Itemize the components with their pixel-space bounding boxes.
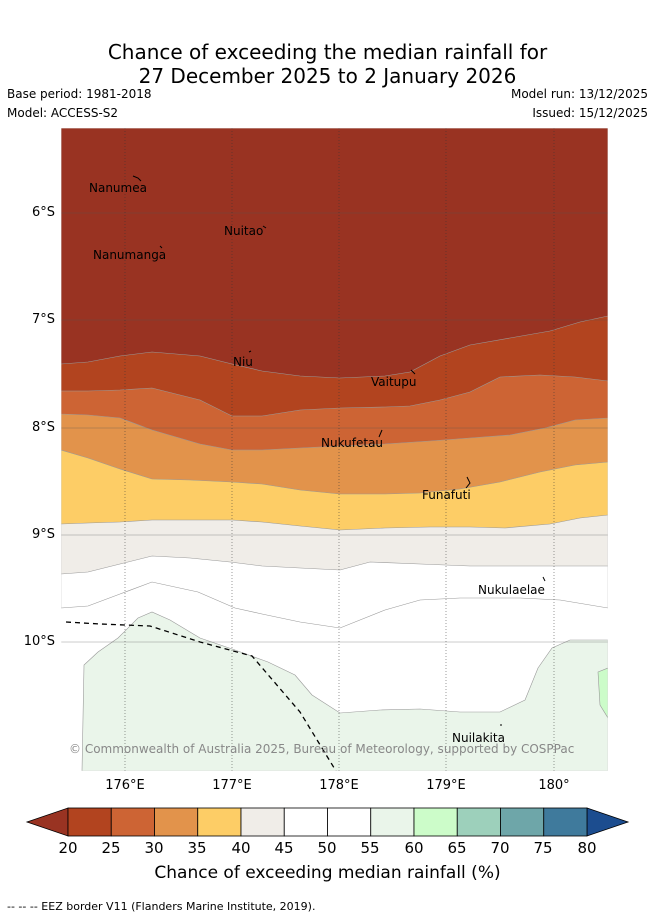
longitude-gridlines [124, 128, 555, 771]
colorbar-segment-30-35 [154, 807, 199, 837]
lat-label-9s: 9°S [31, 527, 55, 542]
lon-label-177e: 177°E [212, 778, 252, 793]
island-nuitao-shape [262, 225, 267, 229]
place-niu: Niu [233, 355, 253, 369]
model-name: Model: ACCESS-S2 [7, 106, 119, 120]
lat-label-8s: 8°S [31, 420, 55, 435]
lat-label-7s: 7°S [31, 312, 55, 327]
island-nukufetau-shape [378, 429, 383, 438]
colorbar [25, 807, 630, 837]
colorbar-tick-20: 20 [58, 839, 78, 857]
island-niu-shape [248, 350, 252, 353]
place-nuilakita: Nuilakita [452, 731, 505, 745]
model-run: Model run: 13/12/2025 [510, 87, 648, 101]
colorbar-title: Chance of exceeding median rainfall (%) [154, 863, 501, 883]
colorbar-tick-25: 25 [101, 839, 121, 857]
place-vaitupu: Vaitupu [371, 375, 417, 389]
title-line-2: 27 December 2025 to 2 January 2026 [138, 64, 517, 88]
island-nanumea-shape [132, 175, 142, 182]
place-nuitao: Nuitao [224, 224, 263, 238]
colorbar-tick-65: 65 [447, 839, 467, 857]
issued-date: Issued: 15/12/2025 [532, 106, 648, 120]
colorbar-segment-70-75 [500, 807, 545, 837]
colorbar-segment-55-60 [370, 807, 415, 837]
map-frame [60, 127, 609, 772]
island-vaitupu-shape [410, 369, 416, 375]
colorbar-segment-20-25 [67, 807, 112, 837]
colorbar-segment-75-80 [543, 807, 588, 837]
colorbar-segment-40-45 [240, 807, 285, 837]
eez-legend-note: -- -- -- EEZ border V11 (Flanders Marine… [7, 900, 316, 913]
lat-label-6s: 6°S [31, 205, 55, 220]
place-funafuti: Funafuti [422, 488, 471, 502]
latitude-gridlines [61, 212, 608, 643]
colorbar-segment-45-50 [283, 807, 328, 837]
colorbar-segments [67, 807, 588, 837]
place-nukulaelae: Nukulaelae [478, 583, 545, 597]
lat-label-10s: 10°S [23, 634, 55, 649]
island-nanumanga-shape [159, 245, 163, 249]
band-55-60 [81, 611, 608, 771]
colorbar-under-arrow [25, 807, 69, 837]
colorbar-segment-50-55 [327, 807, 372, 837]
colorbar-segment-60-65 [413, 807, 458, 837]
colorbar-tick-35: 35 [187, 839, 207, 857]
map-area: Nanumea Nuitao Nanumanga Niu Vaitupu Nuk… [61, 128, 608, 771]
colorbar-tick-80: 80 [577, 839, 597, 857]
island-nukulaelae-shape [542, 576, 546, 582]
copyright-notice: © Commonwealth of Australia 2025, Bureau… [69, 742, 574, 756]
lon-label-178e: 178°E [319, 778, 359, 793]
colorbar-tick-40: 40 [231, 839, 251, 857]
colorbar-tick-75: 75 [533, 839, 553, 857]
lon-label-180: 180° [538, 778, 570, 793]
colorbar-segment-35-40 [197, 807, 242, 837]
colorbar-tick-55: 55 [360, 839, 380, 857]
island-funafuti-shape [465, 476, 471, 489]
colorbar-tick-70: 70 [490, 839, 510, 857]
colorbar-tick-30: 30 [144, 839, 164, 857]
place-nukufetau: Nukufetau [321, 436, 383, 450]
colorbar-tick-60: 60 [404, 839, 424, 857]
eez-border [65, 621, 337, 771]
colorbar-tick-50: 50 [317, 839, 337, 857]
colorbar-segment-25-30 [110, 807, 155, 837]
place-nanumanga: Nanumanga [93, 248, 166, 262]
lon-label-176e: 176°E [105, 778, 145, 793]
band-under-20 [61, 128, 608, 379]
title-line-1: Chance of exceeding the median rainfall … [107, 40, 548, 64]
band-60-65 [597, 667, 608, 719]
map-title: Chance of exceeding the median rainfall … [0, 40, 655, 88]
colorbar-over-arrow [586, 807, 630, 837]
lon-label-179e: 179°E [426, 778, 466, 793]
islands [132, 175, 546, 726]
colorbar-tick-45: 45 [274, 839, 294, 857]
base-period: Base period: 1981-2018 [7, 87, 152, 101]
place-nanumea: Nanumea [89, 181, 147, 195]
colorbar-segment-65-70 [456, 807, 501, 837]
